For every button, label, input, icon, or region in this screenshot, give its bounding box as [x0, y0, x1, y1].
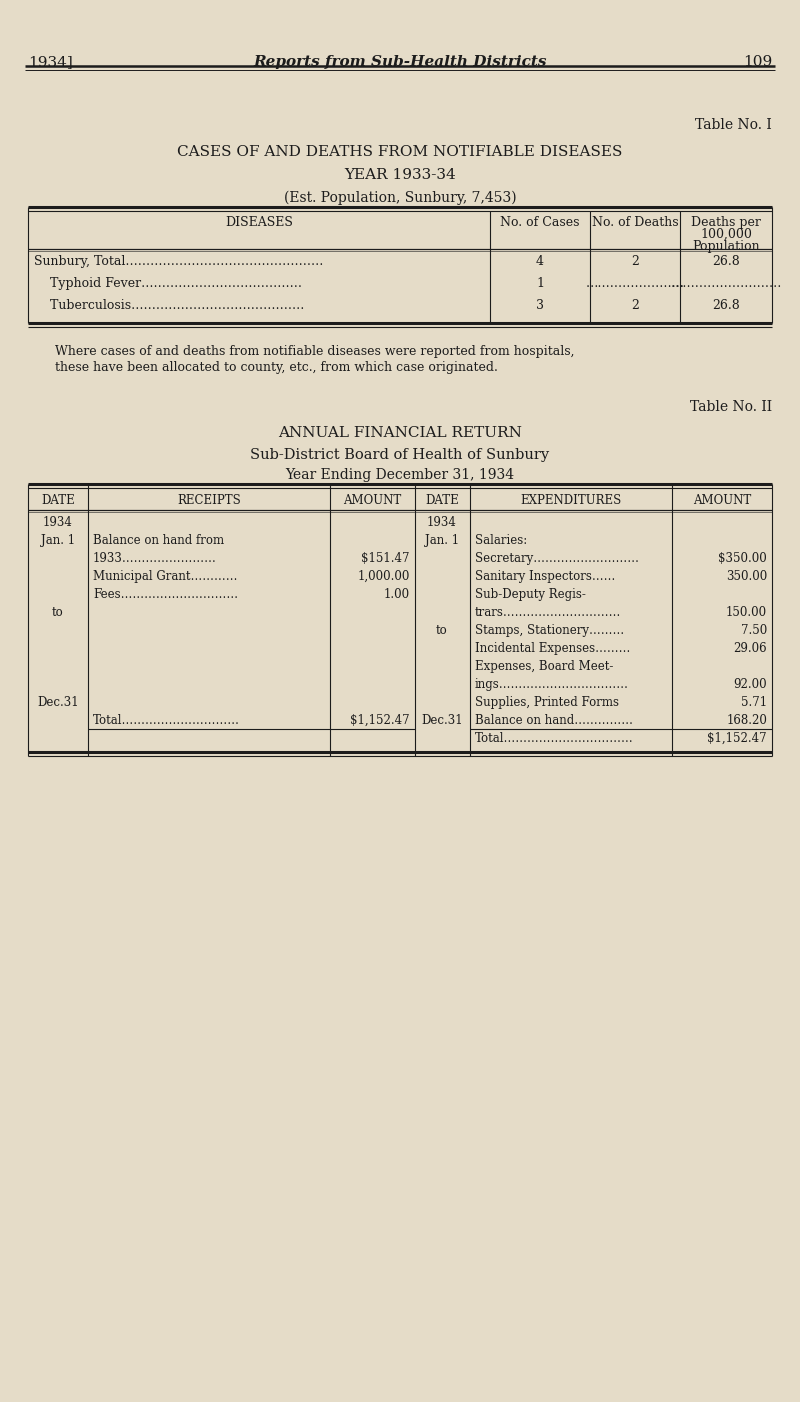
Text: Reports from Sub-Health Districts: Reports from Sub-Health Districts	[254, 55, 546, 69]
Text: Dec.31: Dec.31	[37, 695, 79, 709]
Text: to: to	[436, 624, 448, 637]
Text: 2: 2	[631, 255, 639, 268]
Text: 7.50: 7.50	[741, 624, 767, 637]
Text: AMOUNT: AMOUNT	[693, 494, 751, 508]
Text: $151.47: $151.47	[362, 552, 410, 565]
Text: Year Ending December 31, 1934: Year Ending December 31, 1934	[286, 468, 514, 482]
Text: DATE: DATE	[425, 494, 459, 508]
Text: 29.06: 29.06	[734, 642, 767, 655]
Text: AMOUNT: AMOUNT	[343, 494, 401, 508]
Text: $350.00: $350.00	[718, 552, 767, 565]
Text: 168.20: 168.20	[726, 714, 767, 728]
Text: 1934]: 1934]	[28, 55, 73, 69]
Text: $1,152.47: $1,152.47	[707, 732, 767, 744]
Text: Tuberculosis……………………………………: Tuberculosis……………………………………	[34, 299, 304, 313]
Text: 2: 2	[631, 299, 639, 313]
Text: Deaths per: Deaths per	[691, 216, 761, 229]
Text: 4: 4	[536, 255, 544, 268]
Text: Sub-Deputy Regis-: Sub-Deputy Regis-	[475, 587, 586, 601]
Text: 150.00: 150.00	[726, 606, 767, 620]
Text: $1,152.47: $1,152.47	[350, 714, 410, 728]
Text: DATE: DATE	[41, 494, 75, 508]
Text: Table No. I: Table No. I	[695, 118, 772, 132]
Text: 3: 3	[536, 299, 544, 313]
Text: Incidental Expenses………: Incidental Expenses………	[475, 642, 630, 655]
Text: to: to	[52, 606, 64, 620]
Text: 350.00: 350.00	[726, 571, 767, 583]
Text: Balance on hand……………: Balance on hand……………	[475, 714, 633, 728]
Text: 100,000: 100,000	[700, 229, 752, 241]
Text: (Est. Population, Sunbury, 7,453): (Est. Population, Sunbury, 7,453)	[284, 191, 516, 205]
Text: Jan. 1: Jan. 1	[41, 534, 75, 547]
Text: 5.71: 5.71	[741, 695, 767, 709]
Text: DISEASES: DISEASES	[225, 216, 293, 229]
Text: 1934: 1934	[43, 516, 73, 529]
Text: Sunbury, Total…………………………………………: Sunbury, Total…………………………………………	[34, 255, 323, 268]
Text: Population: Population	[692, 240, 760, 252]
Text: Total……………………………: Total……………………………	[475, 732, 634, 744]
Text: Table No. II: Table No. II	[690, 400, 772, 414]
Text: Jan. 1: Jan. 1	[425, 534, 459, 547]
Text: ings……………………………: ings……………………………	[475, 679, 629, 691]
Text: Sanitary Inspectors……: Sanitary Inspectors……	[475, 571, 615, 583]
Text: Stamps, Stationery………: Stamps, Stationery………	[475, 624, 624, 637]
Text: Secretary………………………: Secretary………………………	[475, 552, 639, 565]
Text: 1: 1	[536, 278, 544, 290]
Text: 109: 109	[742, 55, 772, 69]
Text: Salaries:: Salaries:	[475, 534, 527, 547]
Text: CASES OF AND DEATHS FROM NOTIFIABLE DISEASES: CASES OF AND DEATHS FROM NOTIFIABLE DISE…	[178, 144, 622, 158]
Text: No. of Cases: No. of Cases	[500, 216, 580, 229]
Text: EXPENDITURES: EXPENDITURES	[520, 494, 622, 508]
Text: 26.8: 26.8	[712, 299, 740, 313]
Text: ………………………: ………………………	[670, 278, 782, 290]
Text: Expenses, Board Meet-: Expenses, Board Meet-	[475, 660, 614, 673]
Text: Dec.31: Dec.31	[421, 714, 463, 728]
Text: YEAR 1933-34: YEAR 1933-34	[344, 168, 456, 182]
Text: Where cases of and deaths from notifiable diseases were reported from hospitals,: Where cases of and deaths from notifiabl…	[55, 345, 574, 358]
Text: trars…………………………: trars…………………………	[475, 606, 622, 620]
Text: Sub-District Board of Health of Sunbury: Sub-District Board of Health of Sunbury	[250, 449, 550, 463]
Text: ……………………: ……………………	[586, 278, 685, 290]
Text: Municipal Grant…………: Municipal Grant…………	[93, 571, 238, 583]
Text: 1933……………………: 1933……………………	[93, 552, 217, 565]
Text: Balance on hand from: Balance on hand from	[93, 534, 224, 547]
Text: 1.00: 1.00	[384, 587, 410, 601]
Text: Supplies, Printed Forms: Supplies, Printed Forms	[475, 695, 619, 709]
Text: 92.00: 92.00	[734, 679, 767, 691]
Text: 1,000.00: 1,000.00	[358, 571, 410, 583]
Text: ANNUAL FINANCIAL RETURN: ANNUAL FINANCIAL RETURN	[278, 426, 522, 440]
Text: these have been allocated to county, etc., from which case originated.: these have been allocated to county, etc…	[55, 360, 498, 374]
Text: No. of Deaths: No. of Deaths	[592, 216, 678, 229]
Text: Typhoid Fever…………………………………: Typhoid Fever…………………………………	[34, 278, 302, 290]
Text: 1934: 1934	[427, 516, 457, 529]
Text: Fees…………………………: Fees…………………………	[93, 587, 238, 601]
Text: 26.8: 26.8	[712, 255, 740, 268]
Text: Total…………………………: Total…………………………	[93, 714, 240, 728]
Text: RECEIPTS: RECEIPTS	[177, 494, 241, 508]
